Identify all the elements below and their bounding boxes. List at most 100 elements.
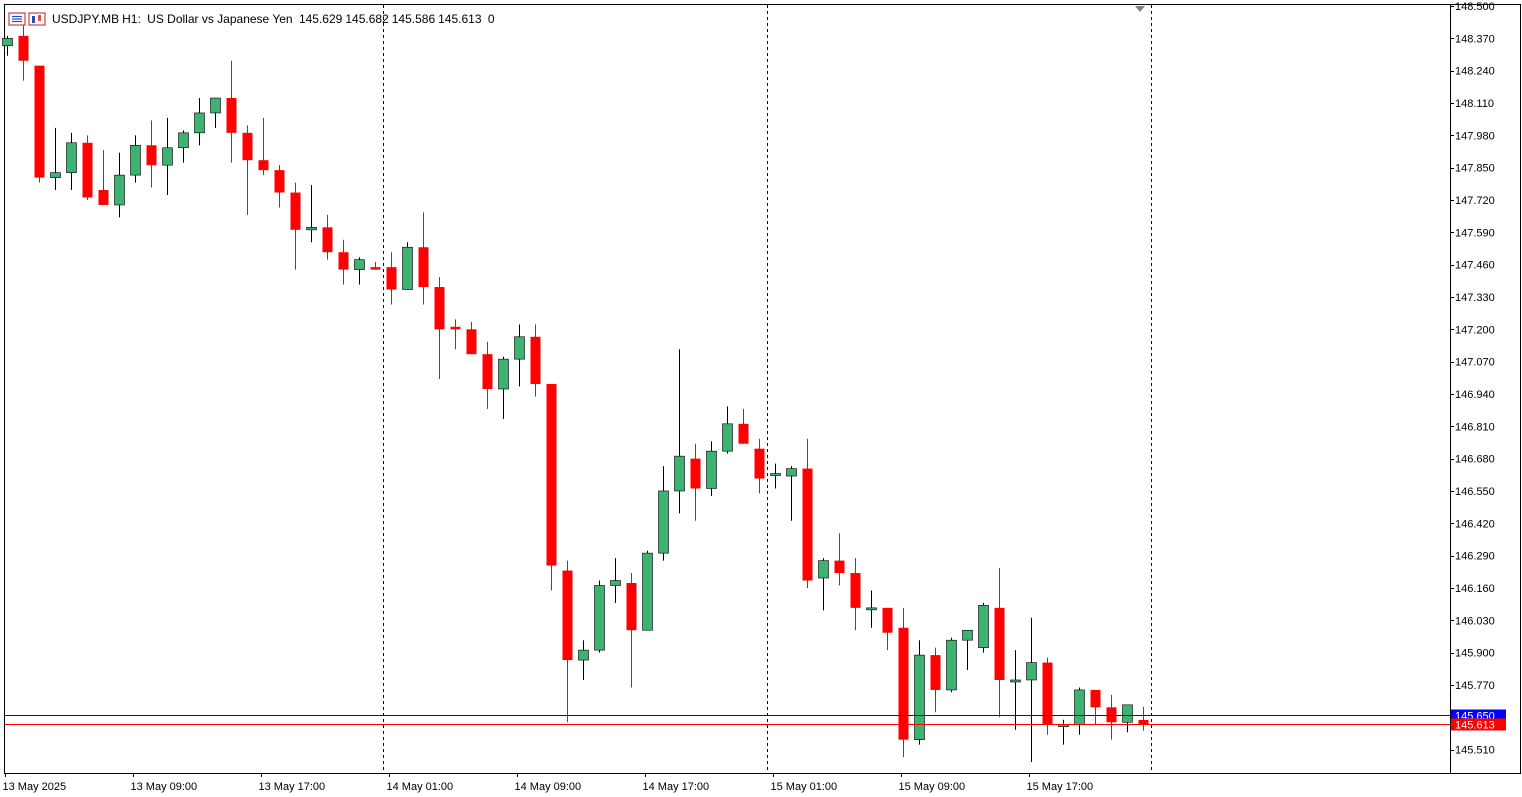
y-tick-label: 147.330 (1455, 292, 1495, 304)
x-tick-label: 13 May 17:00 (259, 781, 326, 793)
candle-body (754, 448, 765, 479)
price-axis: 145.650145.613148.500148.370148.240148.1… (1450, 1, 1506, 757)
y-tick-label: 145.770 (1455, 680, 1495, 692)
candle (386, 252, 397, 305)
candle (754, 438, 765, 494)
candle-body (434, 287, 445, 330)
candle (98, 150, 109, 205)
volume-value: 0 (487, 12, 495, 26)
candle-body (882, 607, 893, 633)
candle-body (466, 329, 477, 355)
candle-body (370, 267, 381, 270)
candle (786, 466, 797, 521)
candle (226, 60, 237, 163)
candle (674, 349, 685, 514)
candle-body (82, 142, 93, 198)
candle-body (690, 458, 701, 489)
symbol-label: USDJPY.MB (52, 12, 120, 26)
candle (626, 573, 637, 688)
candle-body (482, 354, 493, 389)
candle (898, 607, 909, 758)
candle (866, 590, 877, 628)
candle (722, 406, 733, 454)
chart-list-icon[interactable] (8, 12, 26, 26)
candle-body (146, 145, 157, 166)
candle-body (930, 655, 941, 690)
y-tick-label: 148.500 (1455, 1, 1495, 13)
candle (946, 637, 957, 693)
y-tick-label: 148.110 (1455, 98, 1494, 110)
open-value: 145.629 (298, 12, 343, 26)
candle (66, 132, 77, 191)
y-tick-label: 146.160 (1455, 583, 1495, 595)
candle-body (834, 560, 845, 574)
y-tick-label: 147.070 (1455, 357, 1495, 369)
candle-body (2, 38, 13, 47)
candle (50, 127, 61, 191)
candle (402, 242, 413, 290)
candle-body (850, 573, 861, 608)
candle (434, 277, 445, 380)
timeframe-label: H1: (122, 12, 141, 26)
candle (146, 120, 157, 188)
candle-body (450, 326, 461, 330)
candle (418, 212, 429, 305)
candle (306, 185, 317, 243)
y-tick-label: 146.550 (1455, 486, 1495, 498)
candle (658, 466, 669, 561)
candle (114, 152, 125, 218)
price-axis-frame (1450, 4, 1521, 774)
candle-body (802, 468, 813, 581)
y-tick-label: 147.980 (1455, 130, 1495, 142)
candle (882, 607, 893, 651)
candle (802, 438, 813, 588)
last-price-tag-label: 145.613 (1455, 720, 1495, 732)
candle (562, 560, 573, 723)
candle-body (674, 455, 685, 492)
candle-body (946, 639, 957, 691)
candle (210, 97, 221, 128)
candle (354, 257, 365, 285)
x-tick-label: 14 May 09:00 (515, 781, 582, 793)
candle (322, 214, 333, 260)
candle-body (322, 227, 333, 253)
y-tick-label: 146.030 (1455, 615, 1495, 627)
y-tick-label: 148.240 (1455, 66, 1495, 78)
candle-body (658, 490, 669, 554)
candle (290, 182, 301, 270)
candle-body (962, 629, 973, 641)
candle (914, 640, 925, 745)
candle (930, 647, 941, 713)
candle-body (306, 227, 317, 231)
candle-body (18, 35, 29, 61)
candle-body (770, 473, 781, 476)
candle-body (114, 174, 125, 206)
x-tick-label: 15 May 17:00 (1027, 781, 1094, 793)
candle-body (738, 423, 749, 444)
candle-body (610, 580, 621, 586)
y-tick-label: 146.420 (1455, 518, 1495, 530)
market-watch-icon[interactable] (28, 12, 46, 26)
candle-body (594, 585, 605, 651)
chart-shift-marker-icon[interactable] (1135, 6, 1145, 12)
candle-body (1122, 704, 1133, 723)
candle-body (1010, 679, 1021, 683)
candle-body (1138, 720, 1149, 725)
candle (770, 463, 781, 489)
candle (546, 384, 557, 591)
candle-body (66, 142, 77, 173)
candle-body (514, 336, 525, 360)
candle-body (354, 259, 365, 270)
chart-frame (4, 4, 1451, 774)
candle (690, 443, 701, 521)
candle-body (418, 247, 429, 288)
high-value: 145.682 (345, 12, 389, 26)
candle-body (402, 246, 413, 290)
candle (706, 441, 717, 496)
candle (738, 408, 749, 444)
candle-body (498, 358, 509, 390)
candle (82, 135, 93, 200)
candle-body (722, 423, 733, 452)
candle-body (530, 336, 541, 385)
